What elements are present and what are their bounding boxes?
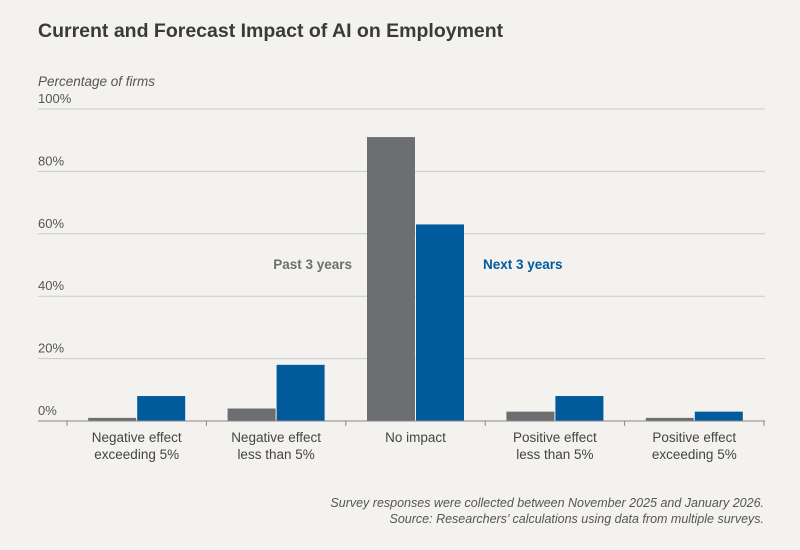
series-label-past: Past 3 years (273, 257, 352, 272)
bars (88, 137, 743, 421)
y-axis-label: Percentage of firms (38, 74, 156, 89)
bar-next-3-years (694, 411, 743, 421)
series-label-next: Next 3 years (483, 257, 563, 272)
footnote-line-1: Survey responses were collected between … (330, 496, 764, 510)
x-category-label-line: No impact (385, 430, 446, 445)
x-category-label-line: less than 5% (237, 447, 314, 462)
bar-next-3-years (137, 396, 186, 421)
x-category-label: Positive effect exceeding 5% (652, 430, 737, 462)
x-category-label: No impact (385, 430, 446, 445)
labels: 0% 20% 40% 60% 80% 100% Negative effect exceedi… (38, 91, 737, 462)
chart-title: Current and Forecast Impact of AI on Emp… (38, 20, 504, 42)
y-tick-label: 0% (38, 403, 57, 418)
bar-next-3-years (416, 224, 464, 421)
bar-next-3-years (555, 396, 604, 421)
x-category-label-line: less than 5% (516, 447, 593, 462)
x-category-label: Positive effect less than 5% (513, 430, 597, 462)
y-tick-label: 40% (38, 278, 64, 293)
x-category-label-line: exceeding 5% (652, 447, 737, 462)
y-tick-label: 60% (38, 216, 64, 231)
bar-past-3-years (227, 408, 276, 421)
x-category-label-line: Positive effect (652, 430, 736, 445)
bar-past-3-years (645, 417, 694, 421)
y-tick-label: 80% (38, 153, 64, 168)
bar-past-3-years (88, 417, 137, 421)
x-category-label-line: Negative effect (231, 430, 321, 445)
bar-next-3-years (276, 364, 325, 421)
x-category-label-line: Negative effect (92, 430, 182, 445)
footnote-line-2: Source: Researchers’ calculations using … (389, 512, 764, 526)
axes (38, 420, 765, 426)
bar-past-3-years (506, 411, 555, 421)
y-tick-label: 100% (38, 91, 72, 106)
bar-past-3-years (367, 137, 415, 421)
x-category-label: Negative effect less than 5% (231, 430, 321, 462)
x-category-label-line: Positive effect (513, 430, 597, 445)
x-category-label: Negative effect exceeding 5% (92, 430, 182, 462)
footnote: Survey responses were collected between … (330, 495, 764, 527)
x-category-label-line: exceeding 5% (94, 447, 179, 462)
y-tick-label: 20% (38, 341, 64, 356)
